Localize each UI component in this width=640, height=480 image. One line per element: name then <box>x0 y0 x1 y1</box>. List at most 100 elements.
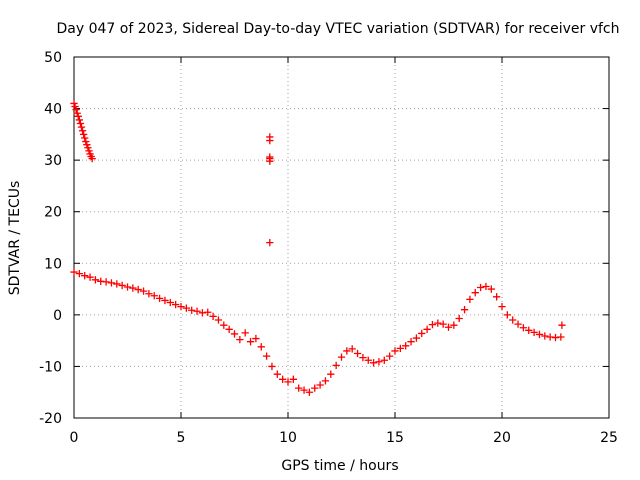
data-point-marker <box>386 352 394 360</box>
data-point-marker <box>123 283 132 291</box>
data-point-marker <box>402 342 410 350</box>
axis-tick-labels: 0 5 10 15 20 25 -20 -10 0 10 20 30 40 50 <box>39 50 618 446</box>
data-point-marker <box>327 370 335 378</box>
data-point-marker <box>74 112 82 120</box>
data-point-marker <box>460 306 469 314</box>
data-point-marker <box>439 320 447 328</box>
data-point-marker <box>321 377 330 385</box>
data-point-marker <box>81 134 89 142</box>
data-point-marker <box>466 295 474 304</box>
y-tick-label: -10 <box>39 359 62 375</box>
data-point-marker <box>172 300 180 309</box>
data-point-marker <box>279 375 287 383</box>
data-points <box>70 99 566 396</box>
data-point-marker <box>166 298 174 307</box>
data-point-marker <box>81 272 89 280</box>
data-point-marker <box>332 361 340 370</box>
data-point-marker <box>150 292 158 300</box>
data-point-marker <box>84 144 92 152</box>
data-point-marker <box>76 119 85 128</box>
data-point-marker <box>476 283 485 292</box>
data-point-marker <box>188 306 196 314</box>
data-point-marker <box>182 304 190 312</box>
data-point-marker <box>107 279 116 287</box>
data-point-marker <box>88 154 96 163</box>
data-point-marker <box>252 334 260 343</box>
data-point-marker <box>161 296 169 305</box>
data-point-marker <box>289 375 297 383</box>
data-point-marker <box>70 99 78 108</box>
data-point-marker <box>487 285 495 293</box>
data-point-marker <box>220 321 228 329</box>
data-point-marker <box>558 321 566 329</box>
data-point-marker <box>396 344 404 353</box>
data-point-marker <box>204 308 212 316</box>
data-point-marker <box>509 316 517 324</box>
data-point-marker <box>519 324 528 332</box>
data-point-marker <box>70 268 78 276</box>
data-point-marker <box>145 290 153 298</box>
data-point-marker <box>337 353 346 361</box>
data-point-marker <box>418 329 426 338</box>
data-point-marker <box>503 311 511 319</box>
y-tick-label: 30 <box>44 153 62 169</box>
data-point-marker <box>266 136 274 145</box>
data-point-marker <box>75 116 83 124</box>
data-point-marker <box>177 302 185 311</box>
data-point-marker <box>311 384 319 392</box>
x-tick-label: 15 <box>386 430 404 446</box>
data-point-marker <box>246 338 255 346</box>
data-point-marker <box>359 354 367 362</box>
data-point-marker <box>193 307 201 315</box>
data-point-marker <box>139 287 148 295</box>
data-point-marker <box>514 320 522 328</box>
y-tick-label: -20 <box>39 411 62 427</box>
data-point-marker <box>236 335 244 344</box>
x-tick-label: 20 <box>493 430 511 446</box>
y-axis-label: SDTVAR / TECUs <box>7 181 23 296</box>
data-point-marker <box>444 323 453 331</box>
data-point-marker <box>375 358 383 366</box>
x-tick-label: 25 <box>600 430 618 446</box>
data-point-marker <box>113 280 121 288</box>
plot-area-frame <box>73 56 610 419</box>
data-point-marker <box>434 319 442 327</box>
data-point-marker <box>535 330 544 339</box>
data-point-marker <box>455 314 463 323</box>
axis-ticks <box>73 56 610 419</box>
data-point-marker <box>257 343 265 351</box>
data-point-marker <box>75 269 83 278</box>
data-point-marker <box>428 321 437 329</box>
data-point-marker <box>353 349 362 358</box>
data-point-marker <box>83 141 91 149</box>
x-tick-label: 5 <box>177 430 186 446</box>
data-point-marker <box>557 333 565 341</box>
data-point-marker <box>78 127 87 135</box>
data-point-marker <box>102 278 110 286</box>
data-point-marker <box>86 273 94 281</box>
data-point-marker <box>129 284 137 292</box>
data-point-marker <box>525 326 533 334</box>
y-tick-label: 50 <box>44 50 62 66</box>
data-point-marker <box>423 325 431 333</box>
data-point-marker <box>380 356 388 364</box>
data-point-marker <box>230 330 239 338</box>
data-point-marker <box>85 147 93 155</box>
data-point-marker <box>300 386 308 394</box>
data-point-marker <box>369 359 378 367</box>
data-point-marker <box>316 381 324 389</box>
data-point-marker <box>209 312 217 321</box>
data-point-marker <box>71 102 79 111</box>
data-point-marker <box>412 334 421 342</box>
data-point-marker <box>118 281 126 290</box>
data-point-marker <box>541 332 549 340</box>
y-tick-label: 40 <box>44 102 62 118</box>
data-point-marker <box>450 321 458 329</box>
data-point-marker <box>498 302 506 311</box>
chart-title: Day 047 of 2023, Sidereal Day-to-day VTE… <box>56 21 619 37</box>
grid-lines <box>74 57 609 418</box>
data-point-marker <box>493 293 501 301</box>
y-tick-label: 20 <box>44 205 62 221</box>
data-point-marker <box>225 325 233 333</box>
